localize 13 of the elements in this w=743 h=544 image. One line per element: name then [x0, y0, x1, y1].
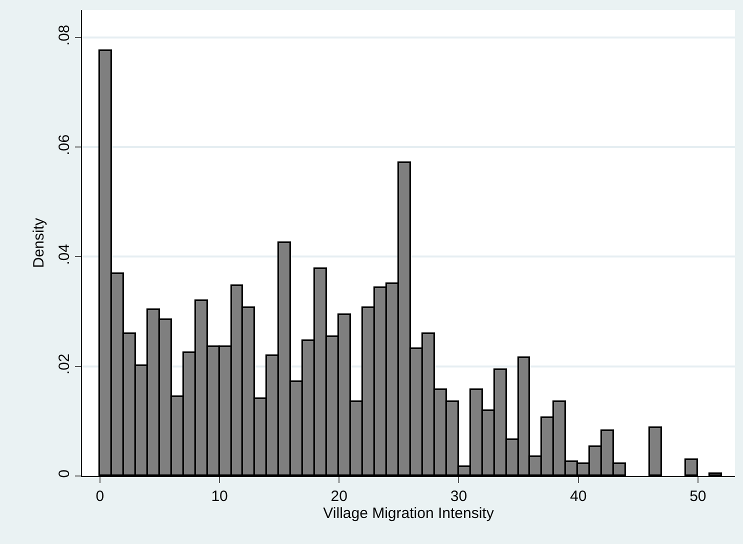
- x-axis-title: Village Migration Intensity: [323, 505, 494, 522]
- x-tick-label: 10: [211, 488, 228, 505]
- y-tick-label: .02: [56, 354, 73, 375]
- y-tick-label: .04: [56, 244, 73, 265]
- y-tick-label: .06: [56, 134, 73, 156]
- x-tick-label: 0: [96, 488, 104, 505]
- y-tick-label: .08: [56, 24, 73, 46]
- y-axis-title: Density: [30, 218, 48, 268]
- x-tick-label: 50: [690, 488, 706, 505]
- x-tick-label: 20: [330, 488, 348, 505]
- x-tick-label: 40: [570, 488, 587, 505]
- y-tick-label: 0: [56, 470, 73, 478]
- x-tick-label: 30: [450, 488, 468, 505]
